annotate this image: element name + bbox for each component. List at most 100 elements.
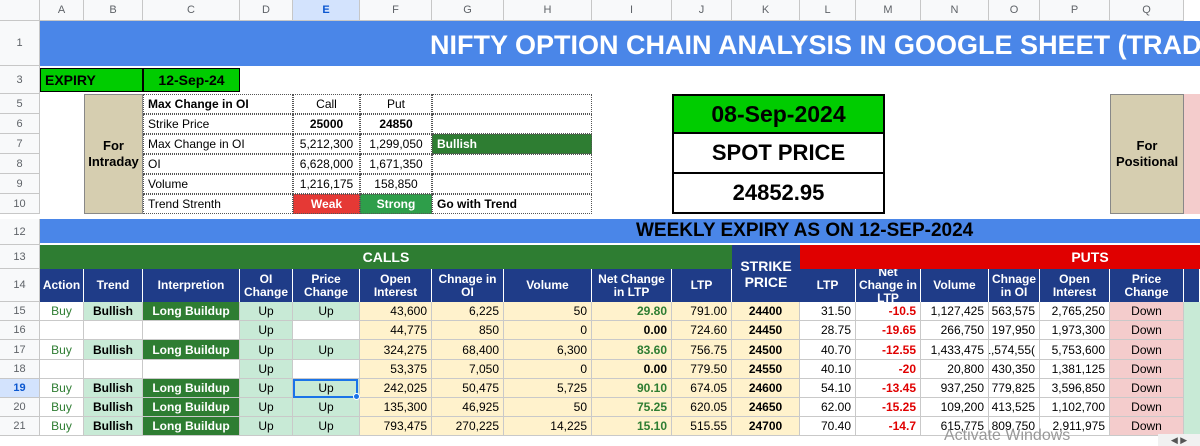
put-net-change-cell[interactable]: -20 xyxy=(856,360,921,379)
column-header-o[interactable]: O xyxy=(989,0,1040,21)
oi-change-cell[interactable]: Up xyxy=(240,379,293,398)
oi-change-cell[interactable]: Up xyxy=(240,321,293,340)
put-open-interest-cell[interactable]: 2,765,250 xyxy=(1040,302,1110,321)
column-header-f[interactable]: F xyxy=(360,0,432,21)
put-ltp-cell[interactable]: 62.00 xyxy=(800,398,856,417)
column-header-p[interactable]: P xyxy=(1040,0,1110,21)
column-header-g[interactable]: G xyxy=(432,0,504,21)
interpretation-cell[interactable]: Long Buildup xyxy=(143,340,240,360)
put-open-interest-cell[interactable]: 5,753,600 xyxy=(1040,340,1110,360)
open-interest-cell[interactable]: 324,275 xyxy=(360,340,432,360)
put-ltp-cell[interactable]: 40.70 xyxy=(800,340,856,360)
action-cell[interactable]: Buy xyxy=(40,302,84,321)
put-price-change-cell[interactable]: Down xyxy=(1110,417,1184,436)
interpretation-cell[interactable]: Long Buildup xyxy=(143,302,240,321)
interpretation-cell[interactable]: Long Buildup xyxy=(143,417,240,436)
volume-cell[interactable]: 50 xyxy=(504,302,592,321)
put-price-change-cell[interactable]: Down xyxy=(1110,302,1184,321)
net-change-cell[interactable]: 75.25 xyxy=(592,398,672,417)
row-header-19[interactable]: 19 xyxy=(0,379,40,398)
ltp-cell[interactable]: 756.75 xyxy=(672,340,732,360)
volume-cell[interactable]: 5,725 xyxy=(504,379,592,398)
oi-change-cell[interactable]: Up xyxy=(240,340,293,360)
change-oi-cell[interactable]: 46,925 xyxy=(432,398,504,417)
volume-cell[interactable]: 50 xyxy=(504,398,592,417)
row-header-14[interactable]: 14 xyxy=(0,269,40,302)
net-change-cell[interactable]: 90.10 xyxy=(592,379,672,398)
trend-cell[interactable]: Bullish xyxy=(84,398,143,417)
strike-cell[interactable]: 24600 xyxy=(732,379,800,398)
action-cell[interactable]: Buy xyxy=(40,398,84,417)
put-ltp-cell[interactable]: 31.50 xyxy=(800,302,856,321)
change-oi-cell[interactable]: 270,225 xyxy=(432,417,504,436)
column-header-k[interactable]: K xyxy=(732,0,800,21)
put-ltp-cell[interactable]: 28.75 xyxy=(800,321,856,340)
column-header-h[interactable]: H xyxy=(504,0,592,21)
put-ltp-cell[interactable]: 70.40 xyxy=(800,417,856,436)
column-header-e[interactable]: E xyxy=(293,0,360,21)
put-volume-cell[interactable]: 615,775 xyxy=(921,417,989,436)
strike-cell[interactable]: 24500 xyxy=(732,340,800,360)
put-volume-cell[interactable]: 1,433,475 xyxy=(921,340,989,360)
ltp-cell[interactable]: 779.50 xyxy=(672,360,732,379)
put-net-change-cell[interactable]: -14.7 xyxy=(856,417,921,436)
change-oi-cell[interactable]: 6,225 xyxy=(432,302,504,321)
trend-cell[interactable] xyxy=(84,321,143,340)
column-header-d[interactable]: D xyxy=(240,0,293,21)
column-header-i[interactable]: I xyxy=(592,0,672,21)
put-net-change-cell[interactable]: -19.65 xyxy=(856,321,921,340)
trend-cell[interactable]: Bullish xyxy=(84,379,143,398)
change-oi-cell[interactable]: 7,050 xyxy=(432,360,504,379)
put-open-interest-cell[interactable]: 1,102,700 xyxy=(1040,398,1110,417)
trend-cell[interactable]: Bullish xyxy=(84,417,143,436)
put-change-oi-cell[interactable]: 1,574,55( xyxy=(989,340,1040,360)
net-change-cell[interactable]: 83.60 xyxy=(592,340,672,360)
put-change-oi-cell[interactable]: 809,750 xyxy=(989,417,1040,436)
trend-cell[interactable]: Bullish xyxy=(84,302,143,321)
put-volume-cell[interactable]: 109,200 xyxy=(921,398,989,417)
row-header-3[interactable]: 3 xyxy=(0,66,40,94)
row-header-18[interactable]: 18 xyxy=(0,360,40,379)
action-cell[interactable] xyxy=(40,360,84,379)
row-header-15[interactable]: 15 xyxy=(0,302,40,321)
column-header-c[interactable]: C xyxy=(143,0,240,21)
column-header-q[interactable]: Q xyxy=(1110,0,1184,21)
strike-cell[interactable]: 24450 xyxy=(732,321,800,340)
put-change-oi-cell[interactable]: 563,575 xyxy=(989,302,1040,321)
row-header-21[interactable]: 21 xyxy=(0,417,40,436)
put-open-interest-cell[interactable]: 2,911,975 xyxy=(1040,417,1110,436)
column-header-n[interactable]: N xyxy=(921,0,989,21)
oi-change-cell[interactable]: Up xyxy=(240,417,293,436)
put-volume-cell[interactable]: 937,250 xyxy=(921,379,989,398)
strike-cell[interactable]: 24400 xyxy=(732,302,800,321)
row-header-7[interactable]: 7 xyxy=(0,134,40,154)
strike-cell[interactable]: 24650 xyxy=(732,398,800,417)
column-header-l[interactable]: L xyxy=(800,0,856,21)
price-change-cell[interactable] xyxy=(293,321,360,340)
put-change-oi-cell[interactable]: 430,350 xyxy=(989,360,1040,379)
strike-cell[interactable]: 24550 xyxy=(732,360,800,379)
column-header-b[interactable]: B xyxy=(84,0,143,21)
put-ltp-cell[interactable]: 40.10 xyxy=(800,360,856,379)
volume-cell[interactable]: 0 xyxy=(504,360,592,379)
put-price-change-cell[interactable]: Down xyxy=(1110,379,1184,398)
price-change-cell[interactable]: Up xyxy=(293,340,360,360)
price-change-cell[interactable]: Up xyxy=(293,398,360,417)
oi-change-cell[interactable]: Up xyxy=(240,360,293,379)
put-price-change-cell[interactable]: Down xyxy=(1110,340,1184,360)
open-interest-cell[interactable]: 135,300 xyxy=(360,398,432,417)
action-cell[interactable]: Buy xyxy=(40,379,84,398)
oi-change-cell[interactable]: Up xyxy=(240,398,293,417)
interpretation-cell[interactable]: Long Buildup xyxy=(143,398,240,417)
put-open-interest-cell[interactable]: 1,381,125 xyxy=(1040,360,1110,379)
column-header-a[interactable]: A xyxy=(40,0,84,21)
row-header-5[interactable]: 5 xyxy=(0,94,40,114)
change-oi-cell[interactable]: 50,475 xyxy=(432,379,504,398)
put-ltp-cell[interactable]: 54.10 xyxy=(800,379,856,398)
select-all-corner[interactable] xyxy=(0,0,40,21)
ltp-cell[interactable]: 620.05 xyxy=(672,398,732,417)
price-change-cell[interactable]: Up xyxy=(293,302,360,321)
cell-selection[interactable] xyxy=(293,379,358,398)
interpretation-cell[interactable]: Long Buildup xyxy=(143,379,240,398)
row-header-16[interactable]: 16 xyxy=(0,321,40,340)
